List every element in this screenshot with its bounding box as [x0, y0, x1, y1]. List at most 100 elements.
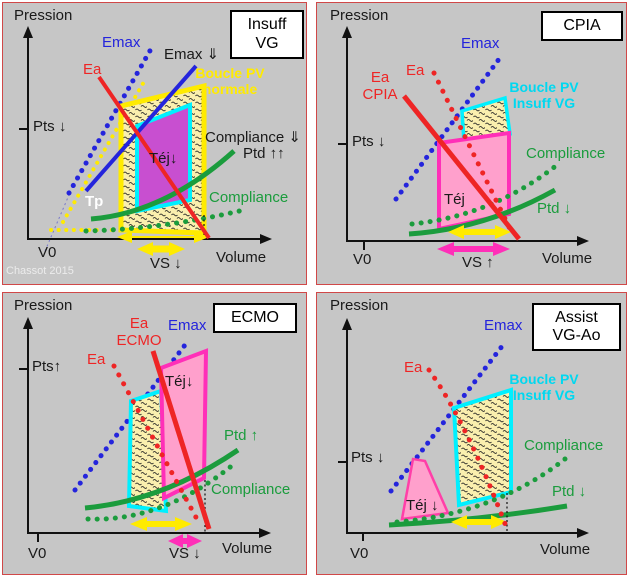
arrow-head-icon: [194, 231, 209, 243]
emax-dotted-line: [66, 46, 154, 196]
tej-label: Téj ↓: [406, 497, 439, 514]
vs-label: VS ↓: [150, 255, 182, 272]
vs-label: VS ↑: [462, 254, 494, 271]
ea-cpia-line: [402, 94, 521, 241]
compliance-down-curve: [90, 149, 236, 222]
compliance-label: Compliance: [211, 481, 291, 498]
pts-label: Pts↑: [32, 358, 62, 375]
ea-label: Ea: [406, 62, 425, 79]
v0-label: V0: [350, 545, 369, 562]
compliance-curve: [408, 187, 557, 237]
pts-label: Pts ↓: [351, 449, 385, 466]
tej-label: Téj↓: [165, 373, 194, 390]
emax-extension-dotted: [44, 194, 70, 252]
pv-loop-insuff: [451, 387, 513, 508]
emax-dotted-line: [388, 342, 506, 494]
compliance-dotted: [85, 461, 237, 522]
tej-label: Téj: [444, 191, 465, 208]
arrow-head-icon: [175, 517, 192, 531]
x-axis-arrow-icon: [259, 528, 271, 538]
insuff-vg-diagram: [19, 26, 272, 256]
compliance-dotted: [394, 456, 568, 525]
pv-loop-insuff: [126, 388, 169, 514]
compliance-down-label: Compliance ⇓: [205, 129, 301, 146]
arrow-head-icon: [491, 515, 507, 529]
y-axis-arrow-icon: [342, 26, 352, 38]
arrow-head-icon: [169, 242, 185, 256]
emax-down-label: Emax ⇓: [164, 46, 220, 63]
y-axis-label: Pression: [14, 297, 73, 314]
arrow-head-icon: [437, 242, 454, 256]
ea-label: Ea: [404, 359, 423, 376]
y-axis-arrow-icon: [23, 317, 33, 329]
arrow-head-icon: [117, 231, 132, 243]
panel-title: Insuff VG: [230, 10, 304, 59]
y-axis-label: Pression: [330, 7, 389, 24]
ea-ecmo-line: [150, 350, 212, 530]
y-axis-arrow-icon: [23, 26, 33, 38]
compliance-label: Compliance: [209, 189, 289, 206]
panel-cpia: Pression Emax Ea Ea CPIA Boucle PV Insuf…: [316, 2, 627, 285]
ptd-label: Ptd ↑: [224, 427, 259, 444]
compliance-curve: [84, 447, 240, 511]
x-axis-label: Volume: [216, 249, 267, 266]
v0-label: V0: [38, 244, 57, 261]
y-axis-label: Pression: [330, 297, 389, 314]
compliance-dotted: [409, 162, 560, 227]
x-axis-arrow-icon: [577, 236, 589, 246]
compliance-label: Compliance: [526, 145, 606, 162]
compliance-label: Compliance: [524, 437, 604, 454]
vs-label: VS ↓: [169, 545, 201, 562]
v0-label: V0: [28, 545, 47, 562]
arrow-head-icon: [495, 225, 511, 239]
arrow-head-icon: [130, 517, 147, 531]
panel-ecmo: Pression Ea ECMO Emax Ea Pts↑ Téj↓ Ptd ↑…: [2, 292, 307, 575]
ea-dotted-line: [426, 367, 510, 532]
compliance-normal-dotted: [83, 206, 251, 234]
x-axis-arrow-icon: [260, 234, 272, 244]
boucle-pv-label: Boucle PV Insuff VG: [509, 371, 579, 403]
v0-label: V0: [353, 251, 372, 268]
tej-label: Téj↓: [149, 150, 178, 167]
emax-label: Emax: [484, 317, 523, 334]
x-axis-arrow-icon: [577, 528, 589, 538]
arrow-head-icon: [493, 242, 510, 256]
ea-label: Ea: [83, 61, 102, 78]
ea-dotted-line: [431, 70, 514, 234]
x-axis-label: Volume: [542, 250, 593, 267]
ea-line: [97, 75, 211, 240]
arrow-head-icon: [451, 515, 467, 529]
tp-label: Tp: [85, 193, 104, 210]
emax-label: Emax: [461, 35, 500, 52]
arrow-head-icon: [187, 534, 202, 548]
ptd-label: Ptd ↑↑: [243, 145, 285, 162]
emax-label: Emax: [102, 34, 141, 51]
panel-title: ECMO: [213, 303, 297, 333]
emax-label: Emax: [168, 317, 207, 334]
panel-assist-vg-ao: Pression Emax Ea Boucle PV Insuff VG Pts…: [316, 292, 627, 575]
pts-label: Pts ↓: [352, 133, 386, 150]
y-axis-label: Pression: [14, 7, 73, 24]
panel-insuff-vg: Pression Emax Emax ⇓ Ea Boucle PV normal…: [2, 2, 307, 285]
ea-cpia-label: Ea CPIA: [362, 69, 398, 103]
boucle-pv-label: Boucle PV normale: [195, 65, 265, 97]
pts-label: Pts ↓: [33, 118, 67, 135]
boucle-pv-label: Boucle PV Insuff VG: [509, 79, 579, 111]
cpia-diagram: [338, 26, 589, 256]
x-axis-label: Volume: [540, 541, 591, 558]
pv-loop-insuff: [135, 102, 192, 214]
arrow-head-icon: [168, 534, 183, 548]
ea-label: Ea: [87, 351, 106, 368]
ptd-label: Ptd ↓: [537, 200, 572, 217]
ea-ecmo-label: Ea ECMO: [116, 315, 162, 349]
x-axis-label: Volume: [222, 540, 273, 557]
ea-dotted-line: [111, 363, 201, 524]
emax-down-line: [84, 64, 198, 193]
arrow-head-icon: [137, 242, 153, 256]
watermark: Chassot 2015: [6, 265, 74, 277]
panel-title: Assist VG-Ao: [532, 303, 621, 351]
ecmo-diagram: [19, 317, 271, 548]
ptd-label: Ptd ↓: [552, 483, 587, 500]
arrow-head-icon: [448, 225, 464, 239]
